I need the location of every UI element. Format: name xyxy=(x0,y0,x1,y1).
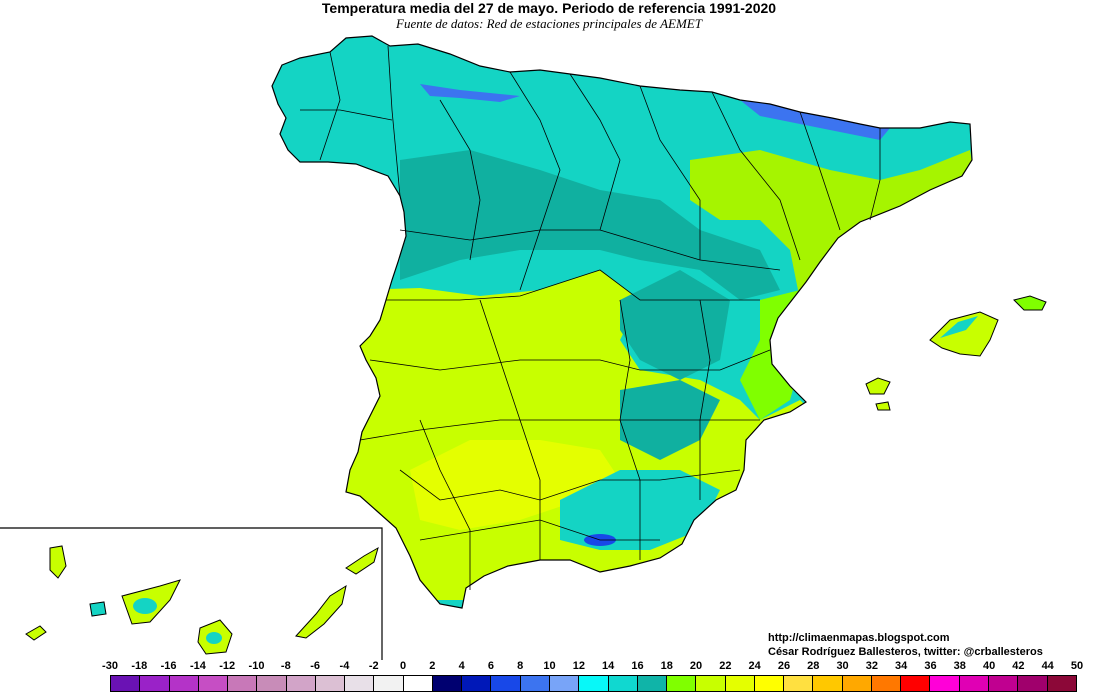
credits: http://climaenmapas.blogspot.com César R… xyxy=(768,631,1043,659)
map-subtitle: Fuente de datos: Red de estaciones princ… xyxy=(396,16,702,31)
lanzarote xyxy=(345,546,379,575)
balearic-islands xyxy=(865,295,1047,411)
legend-swatch xyxy=(257,676,287,691)
ebro-valley-zone xyxy=(690,150,972,300)
legend-swatch xyxy=(813,676,843,691)
la-palma xyxy=(49,545,67,579)
legend-tick-label: 24 xyxy=(748,660,761,672)
ibiza xyxy=(865,377,891,395)
legend-swatch xyxy=(754,676,785,691)
legend-swatch xyxy=(637,676,668,691)
legend-tick-label: -18 xyxy=(131,660,148,672)
legend-tick-label: 2 xyxy=(429,660,436,672)
teide-zone xyxy=(133,598,157,614)
legend-tick-label: 20 xyxy=(689,660,703,672)
legend-tick-label: 30 xyxy=(836,660,849,672)
pyrenees-cold-zone xyxy=(740,100,890,140)
legend-tick-label: 14 xyxy=(602,660,615,672)
legend-tick-label: 26 xyxy=(777,660,791,672)
legend-tick-label: -6 xyxy=(310,660,320,672)
legend-swatch xyxy=(842,676,872,691)
legend-tick-label: 42 xyxy=(1012,660,1025,672)
legend-swatch xyxy=(1018,676,1048,691)
legend-swatch xyxy=(374,676,404,691)
color-scale-bar xyxy=(110,675,1077,692)
legend-tick-label: 0 xyxy=(399,660,407,672)
legend-swatch xyxy=(608,676,638,691)
peninsula xyxy=(271,35,973,609)
legend-swatch xyxy=(784,676,814,691)
legend-tick-label: 4 xyxy=(458,660,465,672)
legend-swatch xyxy=(286,676,316,691)
legend-swatch xyxy=(959,676,989,691)
legend-tick-label: 40 xyxy=(982,660,996,672)
legend-swatch xyxy=(432,676,463,691)
legend-swatch xyxy=(579,676,609,691)
legend-tick-label: -12 xyxy=(219,660,236,672)
legend-swatch xyxy=(725,676,755,691)
inset-frame xyxy=(0,527,383,660)
gran-canaria-center xyxy=(206,632,222,644)
legend-tick-label: -2 xyxy=(368,660,379,672)
guadalquivir-zone xyxy=(410,440,620,530)
legend-swatch xyxy=(169,676,199,691)
legend-swatch xyxy=(462,676,492,691)
legend-tick-label: 8 xyxy=(517,660,524,672)
province-borders xyxy=(300,45,881,590)
legend-swatch xyxy=(198,676,229,691)
legend-tick-label: -16 xyxy=(160,660,177,672)
legend-swatch xyxy=(228,676,258,691)
credits-author: César Rodríguez Ballesteros, twitter: @c… xyxy=(768,646,1043,658)
legend-swatch xyxy=(111,676,141,691)
legend-swatch xyxy=(667,676,697,691)
fuerteventura xyxy=(295,584,347,639)
legend-swatch xyxy=(549,676,580,691)
formentera xyxy=(875,401,891,411)
legend-tick-label: 10 xyxy=(543,660,556,672)
legend-tick-label: 18 xyxy=(660,660,673,672)
legend-tick-label: 22 xyxy=(719,660,732,672)
legend-tick-label: 28 xyxy=(807,660,820,672)
legend-tick-label: 50 xyxy=(1070,660,1084,672)
legend-swatch xyxy=(520,676,550,691)
mallorca xyxy=(929,311,999,357)
map-title: Temperatura media del 27 de mayo. Period… xyxy=(321,0,777,16)
legend-swatch xyxy=(315,676,346,691)
legend-tick-label: -30 xyxy=(102,660,118,672)
la-gomera xyxy=(89,601,107,617)
legend-swatch xyxy=(901,676,931,691)
el-hierro xyxy=(25,625,47,641)
legend-swatch xyxy=(345,676,375,691)
legend-tick-label: -14 xyxy=(189,660,206,672)
legend-swatch xyxy=(403,676,433,691)
legend-swatch xyxy=(930,676,960,691)
legend-tick-label: 32 xyxy=(865,660,878,672)
mallorca-mountains xyxy=(940,316,978,338)
credits-url: http://climaenmapas.blogspot.com xyxy=(768,632,950,644)
legend-swatch xyxy=(988,676,1019,691)
legend-swatch xyxy=(871,676,902,691)
legend-tick-label: 34 xyxy=(895,660,908,672)
legend-tick-label: 6 xyxy=(487,660,494,672)
legend-swatch xyxy=(696,676,726,691)
legend-tick-label: 44 xyxy=(1041,660,1054,672)
iberian-range-zone xyxy=(620,270,730,380)
color-scale-labels: -30 -18 -16 -14 -12 -10 -8 -6 -4 -2 0 2 4 6 8 10 12 14 16 1… xyxy=(0,660,1098,676)
canary-islands-inset xyxy=(0,527,383,660)
legend-tick-label: -4 xyxy=(339,660,350,672)
legend-tick-label: -8 xyxy=(280,660,291,672)
legend-tick-label: 36 xyxy=(924,660,937,672)
cantabrian-cold-zone xyxy=(420,84,520,102)
legend-swatch xyxy=(1047,676,1076,691)
menorca xyxy=(1013,295,1047,311)
legend-tick-label: -10 xyxy=(248,660,265,672)
legend-tick-label: 16 xyxy=(631,660,644,672)
legend-tick-label: 38 xyxy=(953,660,966,672)
central-plateau-zone xyxy=(400,150,780,300)
legend-swatch xyxy=(491,676,521,691)
legend-tick-label: 12 xyxy=(572,660,585,672)
legend-swatch xyxy=(140,676,170,691)
